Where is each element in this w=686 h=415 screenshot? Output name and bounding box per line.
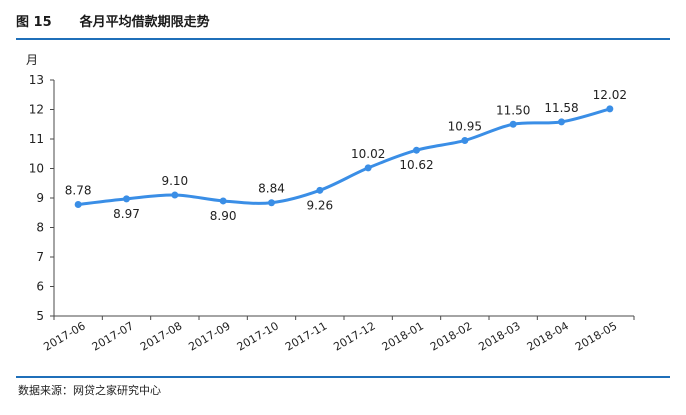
y-axis-unit: 月 bbox=[26, 53, 38, 67]
data-label: 12.02 bbox=[593, 88, 627, 102]
data-label: 9.10 bbox=[161, 174, 188, 188]
x-tick-label: 2017-11 bbox=[283, 319, 329, 353]
data-point bbox=[606, 105, 614, 113]
data-label: 8.90 bbox=[210, 209, 237, 223]
bottom-rule bbox=[16, 376, 670, 378]
source-note: 数据来源：网贷之家研究中心 bbox=[18, 384, 161, 397]
x-tick-label: 2017-09 bbox=[186, 319, 232, 353]
x-tick-label: 2017-06 bbox=[41, 319, 87, 353]
y-tick-label: 9 bbox=[36, 191, 44, 205]
data-point bbox=[316, 186, 324, 194]
series-line bbox=[77, 107, 611, 206]
y-tick-label: 13 bbox=[29, 73, 44, 87]
y-tick-label: 7 bbox=[36, 250, 44, 264]
x-tick-label: 2018-01 bbox=[380, 319, 426, 353]
x-tick-label: 2018-03 bbox=[476, 319, 522, 353]
data-point bbox=[123, 195, 130, 203]
y-tick-label: 6 bbox=[36, 280, 44, 294]
data-label: 11.50 bbox=[496, 103, 530, 117]
data-point bbox=[74, 200, 82, 208]
data-label: 10.95 bbox=[448, 119, 482, 133]
data-point bbox=[461, 136, 469, 144]
y-tick-label: 10 bbox=[29, 162, 44, 176]
x-tick-label: 2017-08 bbox=[138, 319, 184, 353]
data-point bbox=[268, 199, 275, 207]
data-point bbox=[219, 197, 227, 205]
x-tick-label: 2018-04 bbox=[525, 319, 571, 353]
data-label: 8.84 bbox=[258, 182, 285, 196]
data-point bbox=[558, 118, 565, 126]
y-tick-label: 11 bbox=[29, 132, 44, 146]
x-tick-label: 2017-10 bbox=[235, 319, 281, 353]
data-label: 10.02 bbox=[351, 147, 385, 161]
y-tick-label: 12 bbox=[29, 103, 44, 117]
data-point bbox=[364, 164, 372, 172]
x-tick-label: 2018-05 bbox=[573, 319, 619, 353]
figure-number: 图 15 bbox=[16, 14, 52, 30]
y-tick-label: 5 bbox=[36, 309, 44, 323]
chart-title: 各月平均借款期限走势 bbox=[79, 14, 210, 30]
figure-header: 图 15 各月平均借款期限走势 bbox=[16, 9, 210, 31]
y-tick-label: 8 bbox=[36, 221, 44, 235]
data-point bbox=[509, 120, 517, 128]
top-rule bbox=[16, 38, 670, 40]
data-point bbox=[413, 146, 420, 154]
data-label: 8.78 bbox=[65, 183, 92, 197]
x-tick-label: 2017-12 bbox=[331, 319, 377, 353]
data-label: 8.97 bbox=[113, 207, 140, 221]
data-label: 9.26 bbox=[306, 198, 333, 212]
data-point bbox=[171, 191, 179, 199]
x-tick-label: 2017-07 bbox=[90, 319, 136, 353]
data-label: 10.62 bbox=[399, 158, 433, 172]
x-tick-label: 2018-02 bbox=[428, 319, 474, 353]
data-label: 11.58 bbox=[544, 101, 578, 115]
